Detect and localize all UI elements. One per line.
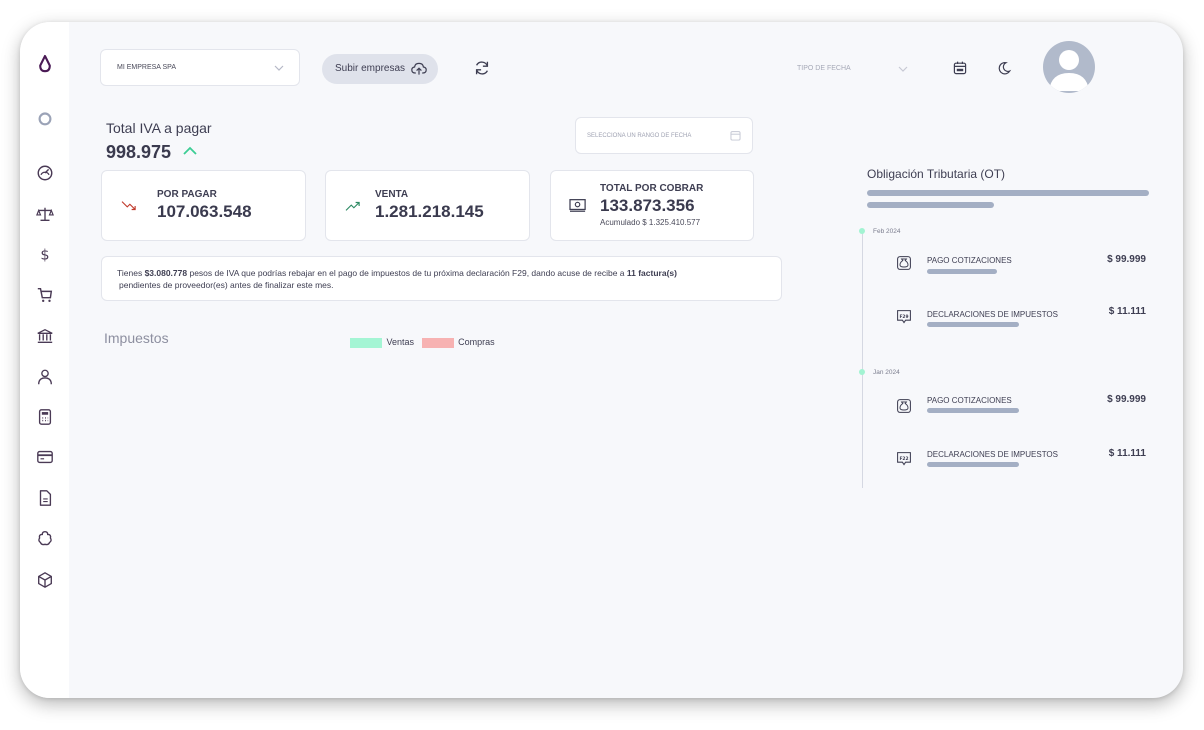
svg-text:$: $	[40, 247, 49, 263]
dollar-icon[interactable]: $	[33, 242, 57, 266]
shopping-cart-icon[interactable]	[33, 283, 57, 307]
balance-scale-icon[interactable]	[33, 202, 57, 226]
iva-notice: Tienes $3.080.778 pesos de IVA que podrí…	[101, 256, 782, 301]
dashboard-gauge-icon[interactable]	[33, 161, 57, 185]
cloud-flower-icon[interactable]	[33, 526, 57, 550]
calculator-icon[interactable]	[33, 405, 57, 429]
logo-icon[interactable]	[33, 52, 57, 76]
kpi-card-total-por-cobrar: TOTAL POR COBRAR 133.873.356 Acumulado $…	[550, 170, 754, 241]
trend-up-icon	[345, 201, 360, 211]
notice-text-line2: pendientes de proveedor(es) antes de fin…	[119, 280, 334, 290]
kpi-label: TOTAL POR COBRAR	[600, 183, 704, 194]
profile-avatar[interactable]	[1043, 41, 1095, 93]
date-type-select[interactable]: TIPO DE FECHA	[780, 60, 910, 80]
kpi-label: VENTA	[375, 189, 409, 200]
svg-text:F29: F29	[899, 314, 908, 320]
legend-label-compras: Compras	[458, 337, 495, 347]
kpi-value: 133.873.356	[600, 196, 695, 215]
chart-legend: Ventas Compras	[350, 337, 495, 348]
cube-icon[interactable]	[33, 568, 57, 592]
person-icon[interactable]	[33, 365, 57, 389]
user-silhouette-icon	[1049, 50, 1089, 91]
timeline-line	[862, 230, 863, 488]
app-window: $ MI EMPRESA SPA Subir empres	[20, 22, 1183, 698]
moon-icon[interactable]	[997, 60, 1012, 76]
date-range-picker[interactable]: SELECCIONA UN RANGO DE FECHA	[575, 117, 753, 154]
obligation-title: Obligación Tributaria (OT)	[867, 167, 1006, 181]
kpi-value: 107.063.548	[157, 202, 252, 221]
ot-item-label: DECLARACIONES DE IMPUESTOS	[927, 450, 1058, 459]
money-bag-icon	[895, 397, 913, 415]
date-type-label: TIPO DE FECHA	[797, 65, 851, 72]
legend-label-ventas: Ventas	[386, 337, 415, 347]
skeleton-bar	[867, 190, 1149, 196]
credit-card-icon[interactable]	[33, 445, 57, 469]
document-icon[interactable]	[33, 486, 57, 510]
chevron-down-icon	[274, 65, 284, 71]
timeline-dot	[859, 369, 865, 375]
iva-title: Total IVA a pagar	[106, 120, 212, 136]
svg-text:F22: F22	[899, 456, 908, 462]
trend-down-icon	[121, 201, 136, 211]
taxes-bar-chart: 02.000.0004.000.0006.000.0008.000.00010.…	[80, 357, 840, 657]
cloud-upload-icon	[411, 62, 427, 75]
sidebar: $	[20, 22, 69, 698]
kpi-card-por-pagar: POR PAGAR 107.063.548	[101, 170, 306, 241]
notice-text: Tienes $3.080.778 pesos de IVA que podrí…	[117, 268, 677, 279]
calendar-icon	[730, 131, 741, 141]
kpi-value: 1.281.218.145	[375, 202, 484, 221]
ot-item-amount: $ 11.111	[1108, 306, 1146, 317]
chevron-down-icon	[898, 66, 908, 72]
ot-item-amount: $ 11.111	[1108, 448, 1146, 459]
notice-amount: $3.080.778	[144, 268, 188, 278]
refresh-icon[interactable]	[473, 59, 491, 77]
timeline-date: Feb 2024	[873, 228, 901, 235]
notice-count: 11 factura(s)	[626, 268, 677, 278]
bank-icon[interactable]	[33, 324, 57, 348]
calendar-icon[interactable]	[952, 60, 968, 76]
skeleton-bar	[927, 322, 1019, 327]
legend-swatch-compras	[421, 337, 454, 348]
ot-item-label: DECLARACIONES DE IMPUESTOS	[927, 310, 1058, 319]
user-avatar-icon[interactable]	[33, 106, 57, 130]
legend-swatch-ventas	[350, 337, 382, 348]
company-select[interactable]: MI EMPRESA SPA	[100, 49, 300, 86]
f29-badge-icon: F29	[895, 308, 913, 326]
kpi-label: POR PAGAR	[157, 189, 217, 200]
banknote-icon	[569, 199, 586, 212]
skeleton-bar	[927, 269, 997, 274]
notice-part: Tienes	[117, 268, 145, 278]
notice-part: pesos de IVA que podrías rebajar en el p…	[187, 268, 627, 278]
ot-item-amount: $ 99.999	[1107, 254, 1146, 265]
ot-item-amount: $ 99.999	[1107, 394, 1146, 405]
upload-companies-button[interactable]: Subir empresas	[322, 54, 438, 84]
kpi-sub: Acumulado $ 1.325.410.577	[600, 218, 701, 227]
date-range-placeholder: SELECCIONA UN RANGO DE FECHA	[587, 133, 692, 139]
ot-item-label: PAGO COTIZACIONES	[927, 256, 1012, 265]
kpi-card-venta: VENTA 1.281.218.145	[325, 170, 530, 241]
upload-companies-label: Subir empresas	[335, 63, 406, 74]
company-select-value: MI EMPRESA SPA	[117, 64, 176, 71]
chevron-up-icon	[183, 146, 197, 155]
f22-badge-icon: F22	[895, 450, 913, 468]
money-bag-icon	[895, 254, 913, 272]
chart-title: Impuestos	[104, 330, 169, 346]
timeline-dot	[859, 228, 865, 234]
iva-value: 998.975	[106, 142, 172, 162]
skeleton-bar	[867, 202, 994, 208]
timeline-date: Jan 2024	[873, 369, 900, 376]
skeleton-bar	[927, 462, 1019, 467]
skeleton-bar	[927, 408, 1019, 413]
ot-item-label: PAGO COTIZACIONES	[927, 396, 1012, 405]
